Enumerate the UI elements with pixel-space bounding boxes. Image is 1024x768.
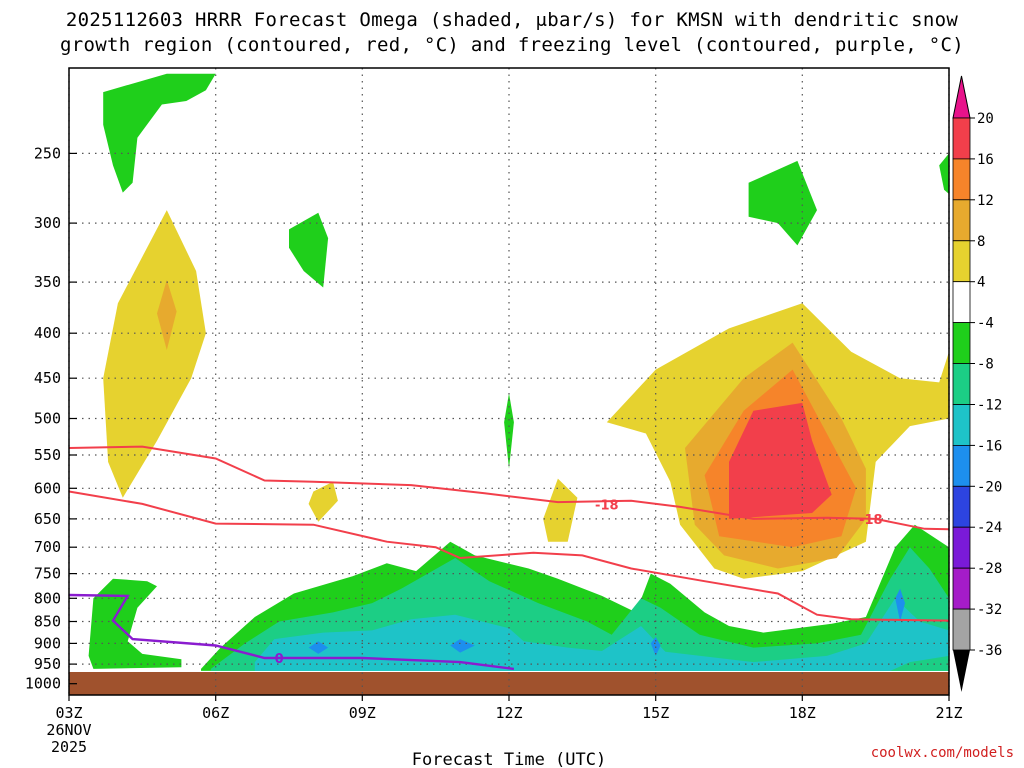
x-tick-label: 12Z [495, 704, 522, 722]
y-tick-label: 400 [34, 324, 61, 342]
y-tick-label: 250 [34, 144, 61, 162]
colorbar-swatch [952, 608, 971, 651]
colorbar-swatch [952, 199, 971, 242]
colorbar-under-triangle [953, 650, 970, 692]
omega-descent-region [450, 639, 475, 653]
x-tick-label: 09Z [349, 704, 376, 722]
colorbar-swatch [952, 485, 971, 528]
y-tick-label: 550 [34, 446, 61, 464]
colorbar-label: -8 [977, 357, 994, 373]
y-tick-label: 800 [34, 589, 61, 607]
freezing-level-contour [68, 593, 515, 671]
x-axis: 03Z 06Z 09Z 12Z 15Z 18Z 21Z [55, 695, 963, 722]
y-tick-label: 600 [34, 479, 61, 497]
x-tick-label: 15Z [642, 704, 669, 722]
y-tick-label: 900 [34, 634, 61, 652]
dgz-contour-label: -18 [595, 499, 619, 514]
x-axis-title: Forecast Time (UTC) [412, 750, 606, 768]
omega-descent-region [504, 393, 514, 469]
y-tick-label: 500 [34, 410, 61, 428]
omega-ascent-region [543, 478, 578, 542]
y-tick-label: 300 [34, 214, 61, 232]
title-line-2: growth region (contoured, red, °C) and f… [60, 34, 964, 56]
colorbar-label: -4 [977, 316, 994, 332]
omega-descent-region [88, 578, 182, 669]
omega-descent-region [308, 641, 329, 654]
colorbar-label: 8 [977, 234, 985, 250]
chart-title: 2025112603 HRRR Forecast Omega (shaded, … [0, 8, 1024, 58]
omega-descent-region [748, 160, 817, 246]
colorbar-swatch [952, 526, 971, 569]
y-tick-label: 850 [34, 613, 61, 631]
omega-ascent-region [157, 279, 177, 350]
y-axis: 250 300 350 400 450 500 550 600 650 700 750 800 850 9… [25, 144, 77, 693]
y-tick-label: 1000 [25, 675, 61, 693]
colorbar-label: -12 [977, 398, 1002, 414]
x-tick-label: 06Z [202, 704, 229, 722]
colorbar-swatch [952, 322, 971, 364]
colorbar-label: -28 [977, 561, 1002, 577]
title-line-1: 2025112603 HRRR Forecast Omega (shaded, … [65, 9, 959, 31]
x-tick-label: 21Z [935, 704, 962, 722]
colorbar-label: -36 [977, 643, 1002, 659]
omega-descent-region [650, 637, 661, 656]
colorbar-swatch [952, 363, 971, 405]
x-tick-label: 18Z [789, 704, 816, 722]
ground-below-surface [69, 672, 949, 695]
omega-descent-region [103, 73, 216, 193]
colorbar-label: -20 [977, 479, 1002, 495]
freezing-contour-label: 0 [275, 652, 284, 667]
colorbar-swatch [952, 240, 971, 283]
y-tick-label: 750 [34, 565, 61, 583]
colorbar: 20 16 12 8 4 -4 -8 -12 -16 -20 -24 -28 -32 -36 [952, 75, 1002, 692]
omega-descent-region [939, 153, 949, 194]
omega-descent-region [254, 598, 950, 671]
colorbar-label: 16 [977, 152, 994, 168]
dgz-contour-label: -18 [859, 513, 883, 528]
colorbar-swatch [952, 567, 971, 610]
x-tick-label: 03Z [55, 704, 82, 722]
dgz-contour-lower [68, 490, 950, 622]
colorbar-label: 4 [977, 275, 985, 291]
y-tick-label: 650 [34, 510, 61, 528]
dgz-contour-upper [68, 445, 950, 531]
omega-descent-region [895, 588, 905, 622]
x-date-line-2: 2025 [51, 738, 87, 756]
colorbar-swatch [952, 404, 971, 446]
omega-descent-region [289, 212, 329, 288]
y-tick-label: 350 [34, 273, 61, 291]
contour-lines: -18 -18 0 [68, 445, 950, 671]
omega-ascent-region [308, 481, 338, 522]
omega-shading [88, 73, 950, 671]
colorbar-label: 20 [977, 111, 994, 127]
colorbar-label: -32 [977, 602, 1002, 618]
colorbar-label: -24 [977, 520, 1002, 536]
colorbar-swatch [952, 158, 971, 201]
colorbar-swatch [952, 444, 971, 487]
colorbar-label: 12 [977, 193, 994, 209]
x-date-line-1: 26NOV [46, 721, 91, 739]
watermark: coolwx.com/models [870, 745, 1014, 761]
omega-ascent-region [729, 402, 832, 519]
y-tick-label: 950 [34, 655, 61, 673]
y-tick-label: 700 [34, 538, 61, 556]
colorbar-over-triangle [952, 75, 971, 119]
y-tick-label: 450 [34, 369, 61, 387]
colorbar-label: -16 [977, 438, 1002, 454]
colorbar-swatch [952, 117, 971, 160]
colorbar-swatch [952, 281, 971, 324]
